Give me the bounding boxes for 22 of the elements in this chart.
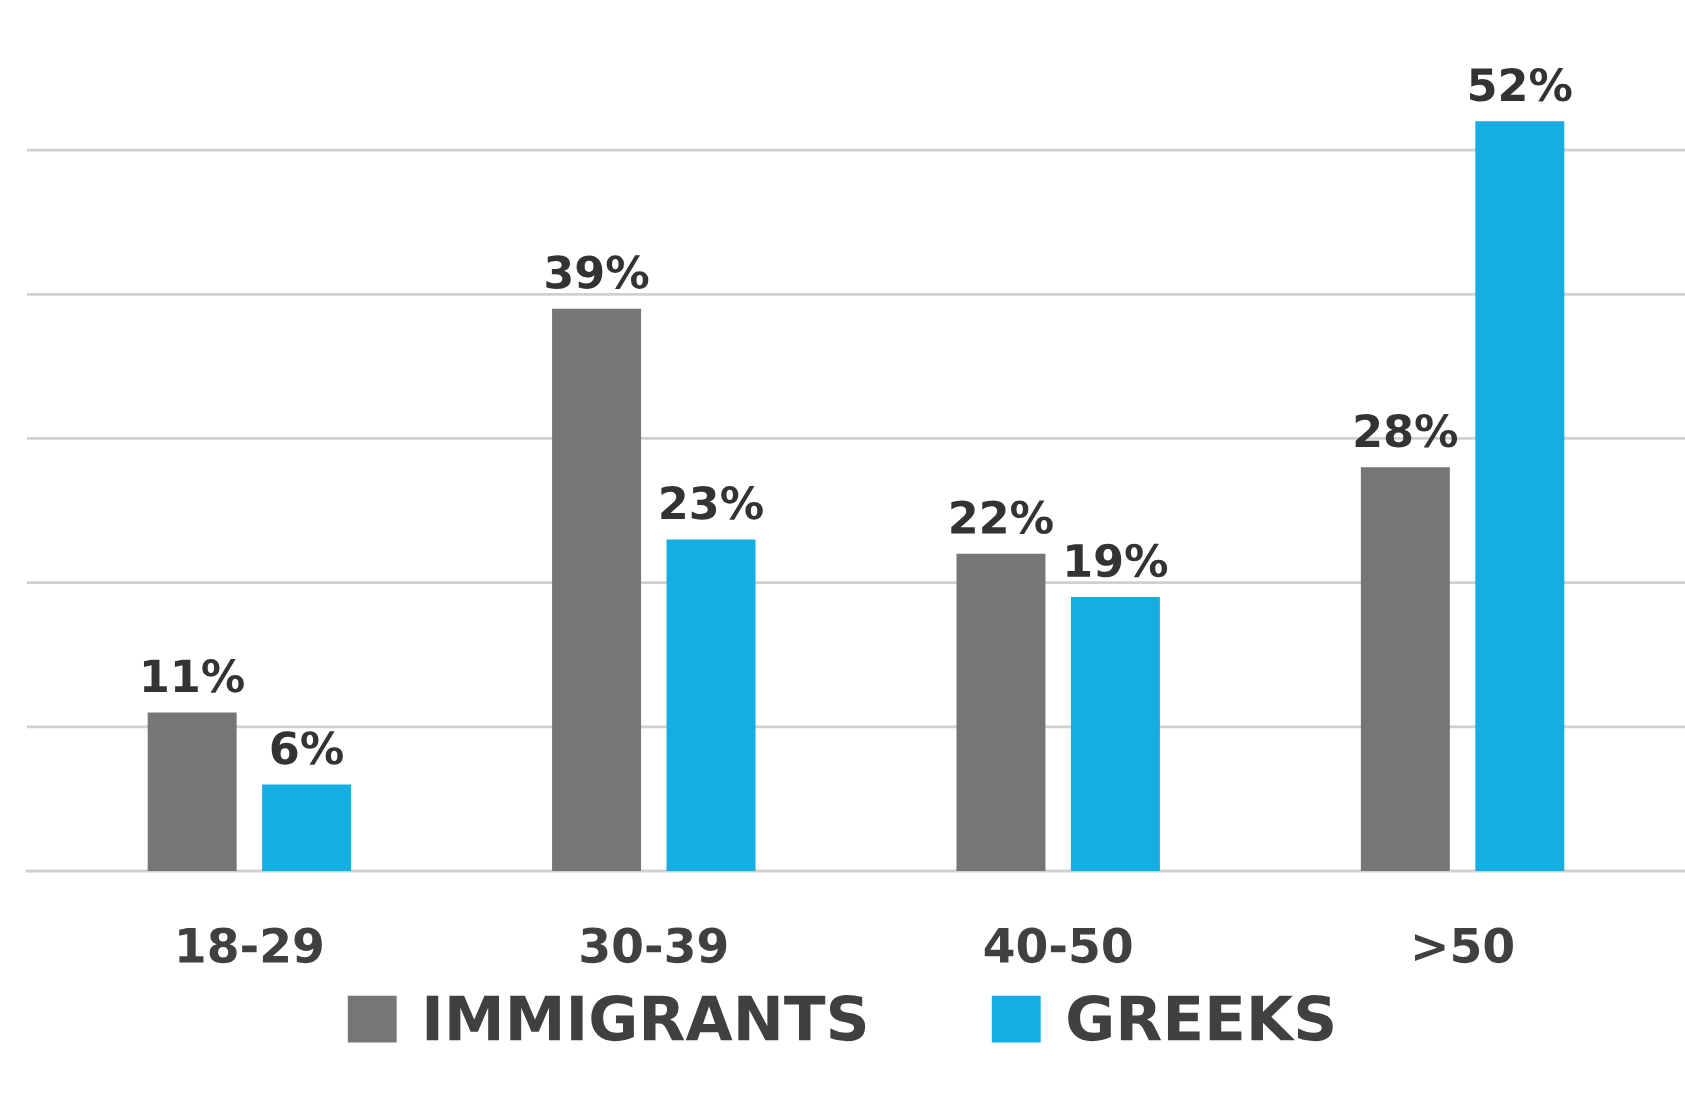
x-tick-label: >50 [1414, 927, 1513, 964]
bar [552, 308, 642, 872]
x-tick-label: 40-50 [984, 927, 1132, 964]
bar [666, 539, 756, 872]
bar [1475, 121, 1565, 872]
data-label: 6% [271, 731, 343, 765]
bar [1070, 597, 1160, 872]
data-label: 52% [1470, 67, 1572, 102]
x-tick-label: 30-39 [581, 927, 727, 964]
bar [956, 553, 1046, 872]
data-label: 28% [1355, 413, 1458, 448]
data-label: 23% [661, 486, 763, 520]
data-label: 39% [546, 255, 649, 289]
x-tick-label: 18-29 [179, 927, 322, 964]
legend-label: GREEKS [1068, 994, 1333, 1042]
data-label: 11% [143, 659, 244, 693]
data-label: 22% [951, 500, 1053, 535]
bar [1360, 467, 1450, 872]
data-label: 19% [1067, 543, 1168, 578]
bar [262, 784, 352, 872]
legend-label: IMMIGRANTS [426, 994, 866, 1042]
bar [147, 712, 237, 872]
